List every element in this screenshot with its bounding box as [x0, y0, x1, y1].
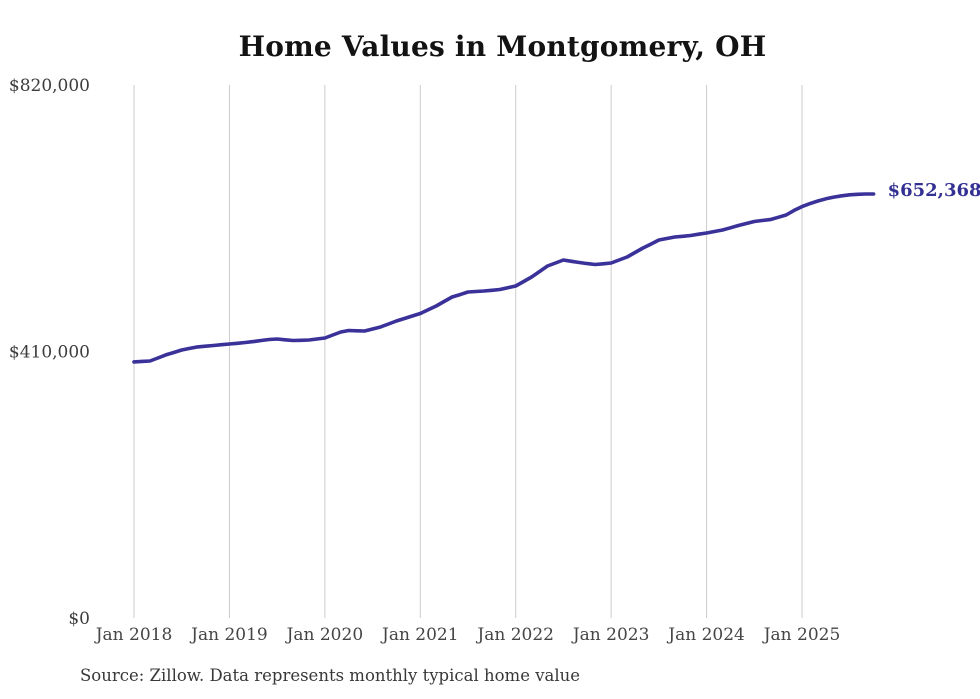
y-axis-labels: $0 $410,000 $820,000 — [9, 76, 90, 629]
x-tick-label: Jan 2023 — [571, 625, 650, 645]
x-tick-label: Jan 2022 — [475, 625, 554, 645]
gridlines — [133, 85, 803, 618]
home-value-line — [132, 192, 876, 364]
x-axis-labels: Jan 2018 Jan 2019 Jan 2020 Jan 2021 Jan 2022… — [94, 625, 841, 645]
chart-title: Home Values in Montgomery, OH — [238, 30, 767, 63]
x-tick-label: Jan 2020 — [285, 625, 364, 645]
x-tick-label: Jan 2018 — [94, 625, 173, 645]
y-tick-label: $820,000 — [9, 76, 90, 96]
latest-value-label: $652,368 — [888, 180, 980, 201]
x-tick-label: Jan 2021 — [380, 625, 459, 645]
y-tick-label: $410,000 — [9, 343, 90, 363]
y-tick-label: $0 — [68, 609, 90, 629]
source-note: Source: Zillow. Data represents monthly … — [80, 666, 581, 685]
x-tick-label: Jan 2025 — [762, 625, 841, 645]
x-tick-label: Jan 2024 — [666, 625, 745, 645]
x-tick-label: Jan 2019 — [189, 625, 268, 645]
